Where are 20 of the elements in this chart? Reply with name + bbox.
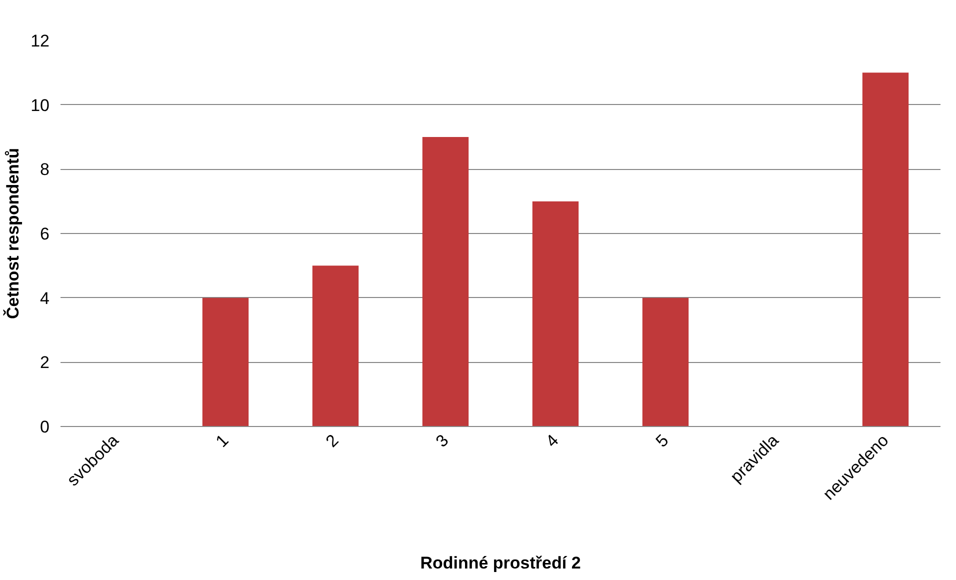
y-tick-label: 2 (40, 353, 50, 372)
y-tick-label: 12 (30, 32, 50, 50)
y-tick-label: 0 (40, 418, 50, 436)
bar (312, 266, 359, 426)
y-tick-label: 8 (40, 160, 50, 180)
y-tick-label: 6 (40, 224, 50, 244)
x-tick-label: 3 (432, 430, 452, 451)
y-axis-title: Četnost respondentů (2, 148, 23, 319)
x-tick-label: 4 (542, 430, 562, 451)
y-tick-label: 10 (30, 96, 50, 115)
x-tick-label: 1 (212, 430, 232, 451)
bar (532, 201, 579, 426)
bar (422, 137, 469, 426)
bar (862, 72, 909, 426)
y-tick-label: 4 (40, 288, 50, 308)
x-tick-label: 2 (322, 430, 342, 451)
bar (202, 298, 249, 426)
x-axis-title: Rodinné prostředí 2 (420, 553, 581, 572)
x-tick-label: 5 (652, 430, 672, 451)
bar (642, 298, 689, 426)
